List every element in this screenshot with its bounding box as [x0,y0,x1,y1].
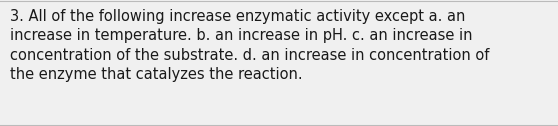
Text: 3. All of the following increase enzymatic activity except a. an
increase in tem: 3. All of the following increase enzymat… [10,9,489,83]
